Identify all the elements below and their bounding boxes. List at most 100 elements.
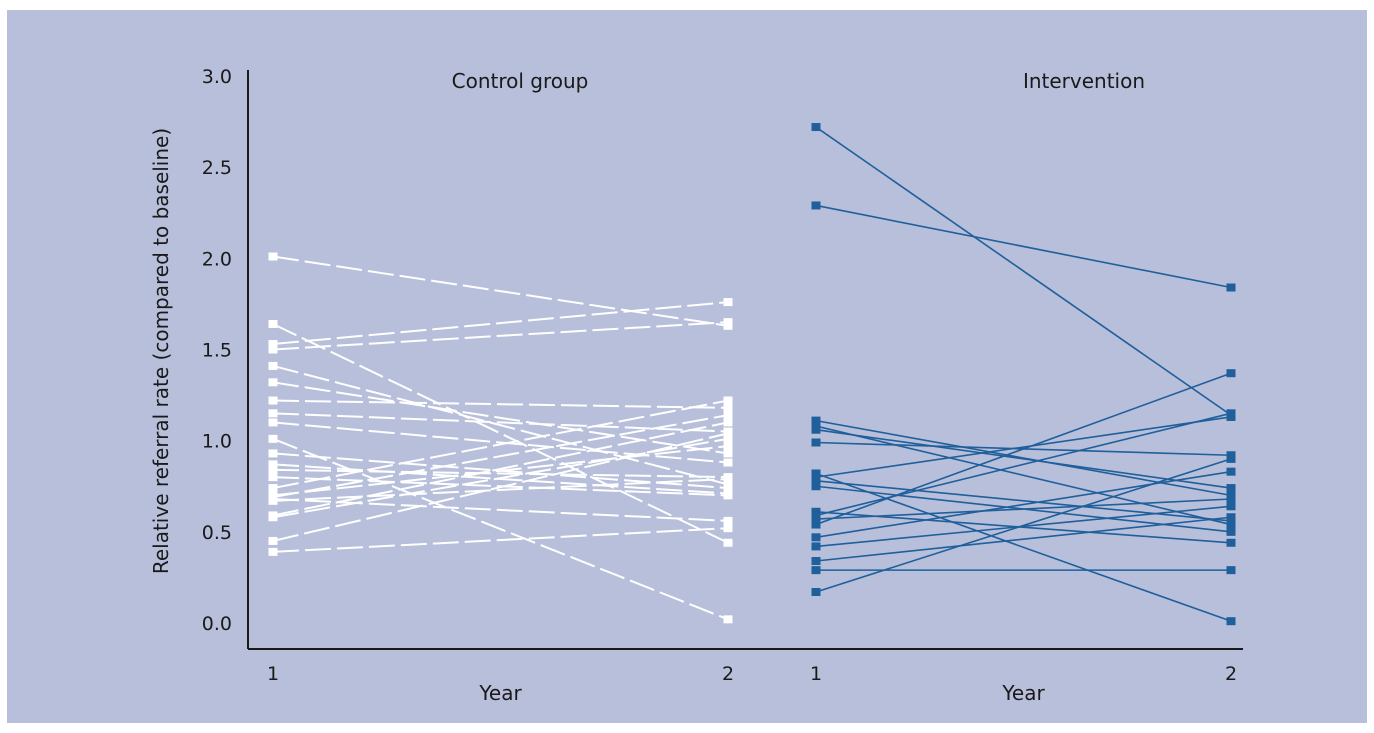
- data-point: [723, 396, 733, 405]
- series-line: [815, 428, 1232, 489]
- data-point: [723, 403, 733, 412]
- data-point: [811, 438, 821, 447]
- data-point: [723, 442, 733, 451]
- series-line: [815, 416, 1232, 478]
- data-point: [723, 484, 733, 493]
- data-point: [723, 429, 733, 438]
- series-line: [815, 510, 1232, 544]
- y-tick-label: 3.0: [202, 66, 232, 88]
- y-axis-title: Relative referral rate (compared to base…: [149, 128, 173, 574]
- data-point: [723, 411, 733, 420]
- x-axis-title: Year: [1001, 681, 1045, 705]
- series-line: [815, 516, 1232, 562]
- series-line: [272, 301, 729, 346]
- data-point: [268, 340, 278, 349]
- series-line: [272, 421, 729, 517]
- data-point: [268, 396, 278, 405]
- data-point: [268, 513, 278, 522]
- series-line: [272, 421, 729, 464]
- data-point: [268, 465, 278, 474]
- series-line: [815, 412, 1232, 517]
- y-axis-ticks: 0.0 0.5 1.0 1.5 2.0 2.5 3.0: [202, 66, 232, 635]
- data-point: [1226, 495, 1236, 504]
- data-point: [1226, 617, 1236, 626]
- data-point: [268, 252, 278, 261]
- data-point: [1226, 283, 1236, 292]
- y-tick-label: 0.5: [202, 522, 232, 544]
- data-point: [723, 524, 733, 533]
- data-point: [268, 484, 278, 493]
- series-line: [272, 477, 729, 502]
- data-point: [811, 201, 821, 210]
- data-point: [811, 416, 821, 425]
- data-point: [1226, 538, 1236, 547]
- series-line: [815, 498, 1232, 520]
- data-point: [268, 473, 278, 482]
- data-point: [1226, 484, 1236, 493]
- series-line: [815, 372, 1232, 526]
- data-point: [723, 516, 733, 525]
- x-tick-label: 1: [810, 663, 822, 685]
- series-line: [815, 472, 1232, 622]
- data-point: [1226, 409, 1236, 418]
- data-point: [1226, 454, 1236, 463]
- series-line: [272, 412, 729, 433]
- data-point: [723, 538, 733, 547]
- series-line: [272, 432, 729, 542]
- data-point: [723, 474, 733, 483]
- chart-figure: 0.0 0.5 1.0 1.5 2.0 2.5 3.0 Relative referral …: [7, 10, 1367, 723]
- data-point: [268, 460, 278, 469]
- series-line: [272, 437, 729, 519]
- panel-control: Control group 1 2 Year: [267, 69, 734, 705]
- data-point: [268, 378, 278, 387]
- data-point: [811, 588, 821, 597]
- y-tick-label: 0.0: [202, 613, 232, 635]
- data-point: [723, 298, 733, 307]
- data-point: [268, 418, 278, 427]
- panel-title: Control group: [452, 69, 589, 93]
- series-line: [815, 505, 1232, 548]
- y-tick-label: 2.0: [202, 248, 232, 270]
- data-point: [1226, 527, 1236, 536]
- data-point: [723, 458, 733, 467]
- data-point: [811, 515, 821, 524]
- x-tick-label: 2: [1225, 663, 1237, 685]
- data-point: [811, 542, 821, 551]
- data-point: [1226, 467, 1236, 476]
- series-line: [815, 470, 1232, 539]
- data-point: [268, 409, 278, 418]
- data-point: [811, 425, 821, 434]
- x-axis-title: Year: [478, 681, 522, 705]
- series-line: [272, 498, 729, 522]
- y-tick-label: 2.5: [202, 157, 232, 179]
- data-point: [268, 319, 278, 328]
- data-point: [1226, 369, 1236, 378]
- data-point: [1226, 502, 1236, 511]
- data-point: [268, 345, 278, 354]
- series-line: [272, 399, 729, 409]
- series-line: [815, 458, 1232, 593]
- panel-title: Intervention: [1023, 69, 1145, 93]
- chart-svg: 0.0 0.5 1.0 1.5 2.0 2.5 3.0 Relative referral …: [149, 66, 1243, 705]
- data-point: [723, 318, 733, 327]
- y-tick-label: 1.5: [202, 340, 232, 362]
- series-line: [815, 425, 1232, 526]
- data-point: [268, 496, 278, 505]
- series-line: [815, 204, 1232, 289]
- series-line: [272, 364, 729, 486]
- data-point: [811, 557, 821, 566]
- series-line: [272, 381, 729, 455]
- data-point: [811, 476, 821, 485]
- series-line: [272, 468, 729, 479]
- data-point: [1226, 513, 1236, 522]
- series-line: [272, 414, 729, 499]
- series-line: [815, 126, 1232, 416]
- data-point: [811, 482, 821, 491]
- data-point: [723, 449, 733, 458]
- series-line: [272, 323, 729, 544]
- data-point: [268, 536, 278, 545]
- data-point: [723, 491, 733, 500]
- series-line: [815, 419, 1232, 497]
- panel-intervention: Intervention 1 2 Year: [810, 69, 1237, 705]
- series-line: [272, 445, 729, 497]
